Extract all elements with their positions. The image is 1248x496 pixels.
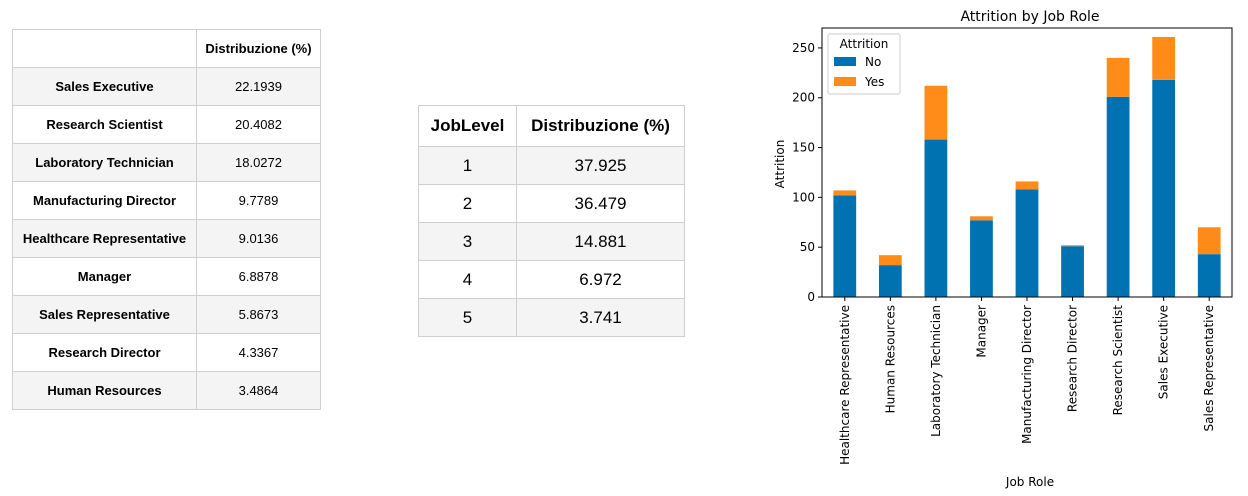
- bar-no-7: [1152, 79, 1176, 298]
- value-cell: 22.1939: [196, 67, 321, 106]
- bar-no-2: [924, 139, 948, 297]
- x-tick-label: Human Resources: [883, 305, 897, 413]
- y-tick-label: 100: [792, 190, 815, 204]
- table-row: 3 14.881: [418, 222, 685, 261]
- row-label-cell: Human Resources: [12, 371, 197, 410]
- row-label-cell: Manager: [12, 257, 197, 296]
- x-tick-label: Healthcare Representative: [838, 305, 852, 465]
- table-row: Human Resources 3.4864: [12, 371, 321, 410]
- value-cell: 9.7789: [196, 181, 321, 220]
- y-tick-label: 250: [792, 41, 815, 55]
- x-tick-label: Manufacturing Director: [1020, 305, 1034, 444]
- bar-no-3: [970, 220, 993, 297]
- bar-yes-8: [1197, 227, 1221, 255]
- x-tick-label: Laboratory Technician: [929, 305, 943, 437]
- value-cell: 3.741: [516, 298, 685, 337]
- y-tick-label: 200: [792, 91, 815, 105]
- legend-label-yes: Yes: [864, 75, 884, 89]
- table-header-row: JobLevel Distribuzione (%): [418, 105, 685, 147]
- row-label-cell: Healthcare Representative: [12, 219, 197, 258]
- row-label-cell: Sales Representative: [12, 295, 197, 334]
- legend-swatch-yes: [834, 77, 856, 86]
- row-label-cell: Research Scientist: [12, 105, 197, 144]
- table-header-row: Distribuzione (%): [12, 29, 321, 68]
- bar-no-8: [1197, 254, 1221, 297]
- x-tick-label: Research Director: [1066, 305, 1080, 412]
- header-cell: Distribuzione (%): [196, 29, 321, 68]
- x-tick-label: Sales Executive: [1157, 305, 1171, 399]
- bar-no-6: [1106, 96, 1130, 297]
- value-cell: 37.925: [516, 146, 685, 185]
- y-tick-label: 50: [800, 240, 815, 254]
- bar-no-0: [833, 195, 857, 297]
- row-label-cell: 3: [418, 222, 517, 261]
- value-cell: 18.0272: [196, 143, 321, 182]
- table-row: 4 6.972: [418, 260, 685, 299]
- value-cell: 14.881: [516, 222, 685, 261]
- bar-yes-1: [878, 255, 902, 266]
- x-tick-label: Research Scientist: [1111, 305, 1125, 416]
- table-row: Research Director 4.3367: [12, 333, 321, 372]
- y-tick-label: 0: [807, 290, 815, 304]
- table-row: 1 37.925: [418, 146, 685, 185]
- bar-yes-5: [1061, 245, 1084, 247]
- bar-yes-2: [924, 85, 948, 140]
- bar-no-1: [878, 265, 902, 297]
- row-label-cell: 4: [418, 260, 517, 299]
- row-label-cell: Manufacturing Director: [12, 181, 197, 220]
- header-cell: Distribuzione (%): [516, 105, 685, 147]
- y-axis-label: Attrition: [773, 140, 787, 189]
- x-tick-label: Manager: [974, 305, 988, 358]
- bar-yes-0: [833, 190, 857, 196]
- row-label-cell: 5: [418, 298, 517, 337]
- header-cell: [12, 29, 197, 68]
- y-tick-label: 150: [792, 141, 815, 155]
- value-cell: 4.3367: [196, 333, 321, 372]
- chart-title: Attrition by Job Role: [960, 9, 1099, 25]
- x-tick-label: Sales Representative: [1202, 305, 1216, 431]
- value-cell: 36.479: [516, 184, 685, 223]
- value-cell: 3.4864: [196, 371, 321, 410]
- table-row: 2 36.479: [418, 184, 685, 223]
- header-cell: JobLevel: [418, 105, 517, 147]
- job-level-distribution-table: JobLevel Distribuzione (%) 1 37.925 2 36.47…: [418, 105, 685, 337]
- bar-yes-3: [970, 216, 993, 221]
- value-cell: 6.972: [516, 260, 685, 299]
- legend-label-no: No: [865, 55, 881, 69]
- bar-yes-6: [1106, 57, 1130, 97]
- table-row: Sales Representative 5.8673: [12, 295, 321, 334]
- legend-title: Attrition: [840, 37, 889, 51]
- value-cell: 9.0136: [196, 219, 321, 258]
- bar-no-5: [1061, 246, 1084, 297]
- table-row: Manager 6.8878: [12, 257, 321, 296]
- bar-yes-7: [1152, 36, 1176, 80]
- bar-yes-4: [1015, 181, 1039, 190]
- value-cell: 20.4082: [196, 105, 321, 144]
- legend-swatch-no: [834, 57, 856, 66]
- bar-no-4: [1015, 189, 1039, 297]
- value-cell: 5.8673: [196, 295, 321, 334]
- table-row: Research Scientist 20.4082: [12, 105, 321, 144]
- table-row: 5 3.741: [418, 298, 685, 337]
- attrition-stacked-bar-chart: Attrition by Job Role Attrition Job Role…: [773, 9, 1233, 489]
- row-label-cell: 2: [418, 184, 517, 223]
- row-label-cell: Sales Executive: [12, 67, 197, 106]
- row-label-cell: 1: [418, 146, 517, 185]
- table-row: Healthcare Representative 9.0136: [12, 219, 321, 258]
- table-row: Manufacturing Director 9.7789: [12, 181, 321, 220]
- value-cell: 6.8878: [196, 257, 321, 296]
- row-label-cell: Research Director: [12, 333, 197, 372]
- table-row: Sales Executive 22.1939: [12, 67, 321, 106]
- table-row: Laboratory Technician 18.0272: [12, 143, 321, 182]
- x-axis-label: Job Role: [1005, 475, 1054, 489]
- row-label-cell: Laboratory Technician: [12, 143, 197, 182]
- job-role-distribution-table: Distribuzione (%) Sales Executive 22.1939…: [12, 29, 321, 410]
